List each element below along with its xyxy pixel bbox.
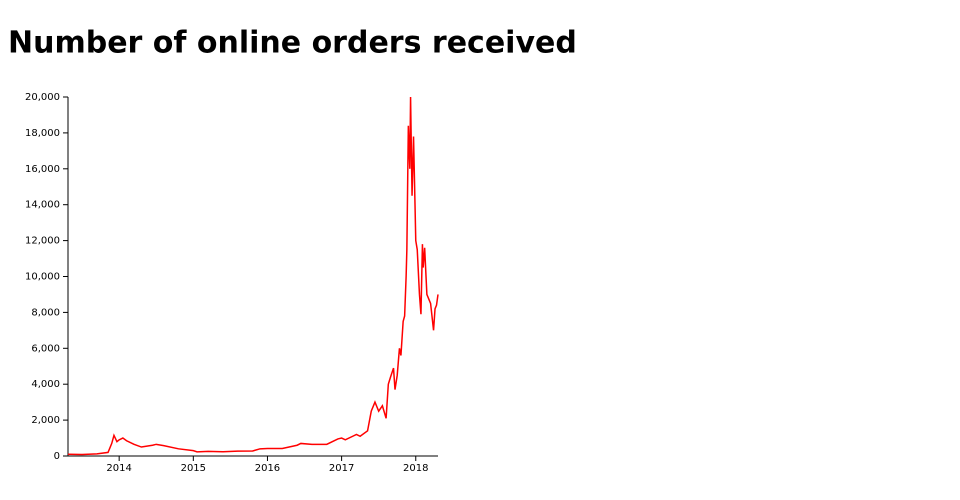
- x-tick-label: 2015: [181, 463, 206, 474]
- y-tick-label: 10,000: [25, 272, 60, 283]
- y-tick-label: 18,000: [25, 128, 60, 139]
- y-tick-label: 12,000: [25, 236, 60, 247]
- y-tick-label: 0: [54, 451, 60, 462]
- y-tick-label: 8,000: [31, 307, 60, 318]
- y-tick-label: 16,000: [25, 164, 60, 175]
- x-tick-label: 2018: [403, 463, 428, 474]
- y-tick-label: 2,000: [31, 415, 60, 426]
- y-tick-label: 6,000: [31, 343, 60, 354]
- y-tick-label: 4,000: [31, 379, 60, 390]
- x-tick-label: 2016: [255, 463, 280, 474]
- y-tick-label: 14,000: [25, 200, 60, 211]
- x-tick-label: 2017: [329, 463, 354, 474]
- chart-title: Number of online orders received: [8, 26, 577, 61]
- line-series: [67, 96, 439, 456]
- x-tick-label: 2014: [106, 463, 131, 474]
- y-tick-label: 20,000: [25, 92, 60, 103]
